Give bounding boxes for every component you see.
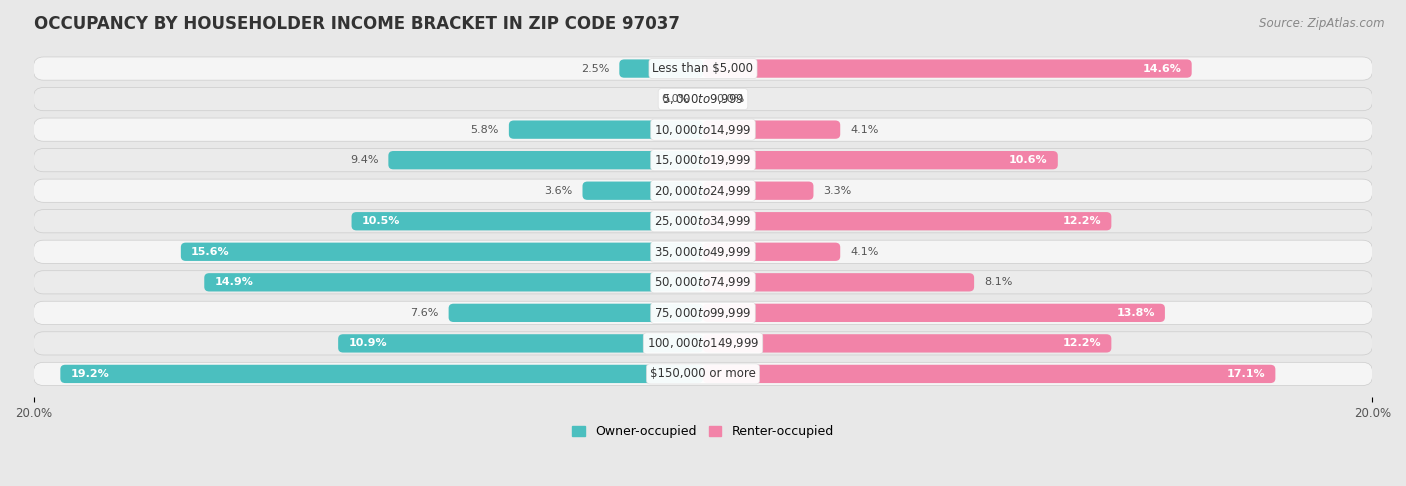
Text: 0.0%: 0.0% xyxy=(661,94,689,104)
FancyBboxPatch shape xyxy=(34,301,1372,325)
FancyBboxPatch shape xyxy=(34,209,1372,233)
FancyBboxPatch shape xyxy=(703,151,1057,169)
Text: $75,000 to $99,999: $75,000 to $99,999 xyxy=(654,306,752,320)
FancyBboxPatch shape xyxy=(339,334,703,352)
Text: 19.2%: 19.2% xyxy=(70,369,110,379)
FancyBboxPatch shape xyxy=(181,243,703,261)
Text: 14.9%: 14.9% xyxy=(214,278,253,287)
FancyBboxPatch shape xyxy=(703,59,1192,78)
Text: 10.9%: 10.9% xyxy=(349,338,387,348)
Text: $15,000 to $19,999: $15,000 to $19,999 xyxy=(654,153,752,167)
Text: OCCUPANCY BY HOUSEHOLDER INCOME BRACKET IN ZIP CODE 97037: OCCUPANCY BY HOUSEHOLDER INCOME BRACKET … xyxy=(34,15,679,33)
FancyBboxPatch shape xyxy=(703,304,1166,322)
FancyBboxPatch shape xyxy=(204,273,703,292)
Text: $35,000 to $49,999: $35,000 to $49,999 xyxy=(654,245,752,259)
Text: 3.3%: 3.3% xyxy=(824,186,852,196)
Text: 12.2%: 12.2% xyxy=(1063,216,1101,226)
Text: $50,000 to $74,999: $50,000 to $74,999 xyxy=(654,275,752,289)
FancyBboxPatch shape xyxy=(703,182,814,200)
Text: $20,000 to $24,999: $20,000 to $24,999 xyxy=(654,184,752,198)
Text: $100,000 to $149,999: $100,000 to $149,999 xyxy=(647,336,759,350)
FancyBboxPatch shape xyxy=(509,121,703,139)
Text: Source: ZipAtlas.com: Source: ZipAtlas.com xyxy=(1260,17,1385,30)
FancyBboxPatch shape xyxy=(34,118,1372,141)
FancyBboxPatch shape xyxy=(582,182,703,200)
Text: 4.1%: 4.1% xyxy=(851,247,879,257)
FancyBboxPatch shape xyxy=(388,151,703,169)
Text: $150,000 or more: $150,000 or more xyxy=(650,367,756,381)
FancyBboxPatch shape xyxy=(449,304,703,322)
FancyBboxPatch shape xyxy=(703,273,974,292)
Text: 4.1%: 4.1% xyxy=(851,124,879,135)
Text: 12.2%: 12.2% xyxy=(1063,338,1101,348)
FancyBboxPatch shape xyxy=(703,243,841,261)
Text: 10.6%: 10.6% xyxy=(1010,155,1047,165)
FancyBboxPatch shape xyxy=(34,57,1372,80)
Text: 2.5%: 2.5% xyxy=(581,64,609,73)
Text: 14.6%: 14.6% xyxy=(1143,64,1181,73)
Text: 9.4%: 9.4% xyxy=(350,155,378,165)
Text: 5.8%: 5.8% xyxy=(471,124,499,135)
FancyBboxPatch shape xyxy=(34,87,1372,111)
FancyBboxPatch shape xyxy=(34,149,1372,172)
FancyBboxPatch shape xyxy=(34,271,1372,294)
FancyBboxPatch shape xyxy=(703,334,1111,352)
Text: $25,000 to $34,999: $25,000 to $34,999 xyxy=(654,214,752,228)
FancyBboxPatch shape xyxy=(703,365,1275,383)
FancyBboxPatch shape xyxy=(34,240,1372,263)
FancyBboxPatch shape xyxy=(352,212,703,230)
Text: 7.6%: 7.6% xyxy=(411,308,439,318)
FancyBboxPatch shape xyxy=(60,365,703,383)
Text: 10.5%: 10.5% xyxy=(361,216,399,226)
FancyBboxPatch shape xyxy=(34,332,1372,355)
FancyBboxPatch shape xyxy=(703,212,1111,230)
FancyBboxPatch shape xyxy=(619,59,703,78)
Text: 8.1%: 8.1% xyxy=(984,278,1012,287)
Text: 15.6%: 15.6% xyxy=(191,247,229,257)
FancyBboxPatch shape xyxy=(34,362,1372,385)
Text: 17.1%: 17.1% xyxy=(1226,369,1265,379)
Text: $5,000 to $9,999: $5,000 to $9,999 xyxy=(662,92,744,106)
Text: Less than $5,000: Less than $5,000 xyxy=(652,62,754,75)
Text: 3.6%: 3.6% xyxy=(544,186,572,196)
FancyBboxPatch shape xyxy=(703,121,841,139)
FancyBboxPatch shape xyxy=(34,179,1372,202)
Text: 13.8%: 13.8% xyxy=(1116,308,1154,318)
Legend: Owner-occupied, Renter-occupied: Owner-occupied, Renter-occupied xyxy=(568,420,838,443)
Text: $10,000 to $14,999: $10,000 to $14,999 xyxy=(654,122,752,137)
Text: 0.0%: 0.0% xyxy=(717,94,745,104)
